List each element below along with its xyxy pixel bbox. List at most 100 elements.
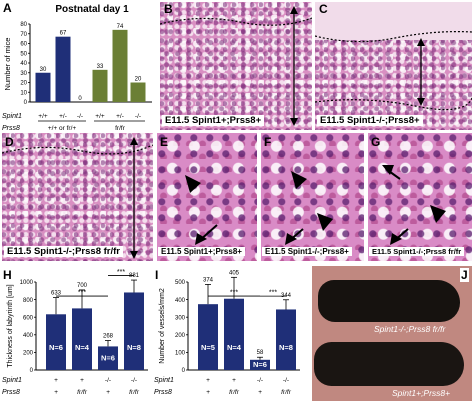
- bar: [98, 346, 118, 370]
- data-label: 700: [77, 283, 88, 289]
- labyrinth-overlay-c: [315, 31, 472, 111]
- y-axis-label: Thickness of labyrinth [um]: [7, 284, 14, 367]
- data-label: 344: [281, 293, 292, 299]
- row-label-spint1: Spint1: [2, 113, 22, 120]
- y-axis-label: Number of vessels/mm2: [159, 288, 166, 364]
- spint1-genotype: -/-: [77, 113, 83, 120]
- caption-g: E11.5 Spint1-/-;Prss8 fr/fr: [369, 247, 465, 256]
- prss8-genotype: fr/fr: [129, 389, 140, 396]
- y-tick-label: 400: [23, 333, 34, 339]
- panel-letter-f: F: [264, 135, 272, 149]
- panel-letter-b: B: [164, 2, 173, 16]
- significance-label: ***: [78, 290, 86, 297]
- spint1-genotype: +: [80, 377, 84, 384]
- spint1-genotype: -/-: [131, 377, 137, 384]
- n-label: N=6: [101, 353, 115, 362]
- data-label: 405: [229, 270, 240, 276]
- row-label-spint1: Spint1: [154, 377, 174, 384]
- mice-label-top: Spint1-/-;Prss8 fr/fr: [374, 324, 446, 334]
- labyrinth-overlay-b: [160, 6, 312, 126]
- y-tick-label: 10: [20, 90, 27, 96]
- bar: [250, 359, 270, 370]
- caption-b: E11.5 Spint1+;Prss8+: [162, 115, 265, 126]
- data-label: 268: [103, 334, 114, 340]
- spint1-genotype: +/-: [59, 113, 67, 120]
- y-tick-label: 800: [23, 298, 34, 304]
- bar: [130, 82, 146, 102]
- spint1-genotype: -/-: [283, 377, 289, 384]
- mouse-bottom: [314, 342, 464, 386]
- bar: [198, 304, 218, 370]
- markers-e: [185, 175, 218, 245]
- micrograph-d: [2, 133, 153, 261]
- n-label: N=8: [279, 343, 293, 352]
- micrograph-g: [368, 133, 472, 261]
- y-tick-label: 70: [20, 32, 27, 38]
- panel-letter-j: J: [460, 268, 469, 282]
- row-label-prss8: Prss8: [2, 125, 20, 132]
- significance-label: ***: [269, 290, 277, 297]
- row-label-prss8: Prss8: [2, 389, 20, 396]
- spint1-genotype: +: [232, 377, 236, 384]
- y-tick-label: 40: [20, 61, 27, 67]
- spint1-genotype: -/-: [105, 377, 111, 384]
- data-label: 881: [129, 273, 140, 279]
- bar: [55, 36, 71, 102]
- labyrinth-overlay-d: [2, 137, 153, 259]
- spint1-genotype: +/+: [38, 113, 48, 120]
- data-label: 0: [78, 96, 82, 102]
- spint1-genotype: +: [54, 377, 58, 384]
- bar: [112, 29, 128, 103]
- bar: [72, 308, 92, 370]
- bar: [35, 72, 51, 102]
- micrograph-c: [315, 2, 472, 130]
- y-tick-label: 500: [175, 280, 186, 286]
- prss8-genotype: +: [206, 389, 210, 396]
- bar: [46, 314, 66, 370]
- n-label: N=5: [201, 343, 215, 352]
- panel-letter-i: I: [155, 268, 159, 282]
- y-axis-label: Number of mice: [3, 38, 12, 91]
- markers-g: [382, 165, 446, 245]
- data-label: 33: [97, 64, 104, 70]
- data-label: 633: [51, 291, 62, 297]
- bar: [92, 69, 108, 102]
- y-tick-label: 60: [20, 42, 27, 48]
- prss8-group-label: +/+ or fr/+: [48, 125, 77, 132]
- markers-f: [285, 171, 333, 245]
- spint1-genotype: -/-: [257, 377, 263, 384]
- caption-f: E11.5 Spint1-/-;Prss8+: [262, 247, 352, 256]
- n-label: N=6: [49, 343, 63, 352]
- y-tick-label: 200: [175, 333, 186, 339]
- data-label: 74: [117, 24, 124, 30]
- mice-label-bottom: Spint1+;Prss8+: [392, 388, 451, 398]
- prss8-genotype: fr/fr: [281, 389, 292, 396]
- micrograph-e: [157, 133, 257, 261]
- significance-label: ***: [117, 269, 125, 276]
- row-label-spint1: Spint1: [2, 377, 22, 384]
- caption-e: E11.5 Spint1+;Prss8+: [158, 247, 245, 256]
- prss8-genotype: +: [54, 389, 58, 396]
- y-tick-label: 0: [30, 368, 34, 374]
- y-tick-label: 20: [20, 81, 27, 87]
- panel-letter-h: H: [3, 268, 12, 282]
- bar: [224, 298, 244, 370]
- chart-title: Postnatal day 1: [55, 4, 129, 15]
- panel-letter-c: C: [319, 2, 328, 16]
- data-label: 58: [257, 350, 264, 356]
- spint1-genotype: +: [206, 377, 210, 384]
- panel-letter-g: G: [371, 135, 381, 149]
- micrograph-f: [261, 133, 364, 261]
- prss8-genotype: fr/fr: [229, 389, 240, 396]
- prss8-genotype: +: [106, 389, 110, 396]
- y-tick-label: 30: [20, 71, 27, 77]
- data-label: 30: [40, 67, 47, 73]
- chart-h: 0 200 400 600 800 1000 Thickness of labyrinth …: [2, 269, 148, 396]
- bar: [124, 292, 144, 370]
- n-label: N=4: [75, 343, 90, 352]
- y-tick-label: 0: [182, 368, 186, 374]
- n-label: N=4: [227, 343, 242, 352]
- panel-letter-d: D: [5, 135, 14, 149]
- bar: [276, 309, 296, 370]
- panel-letter-e: E: [160, 135, 169, 149]
